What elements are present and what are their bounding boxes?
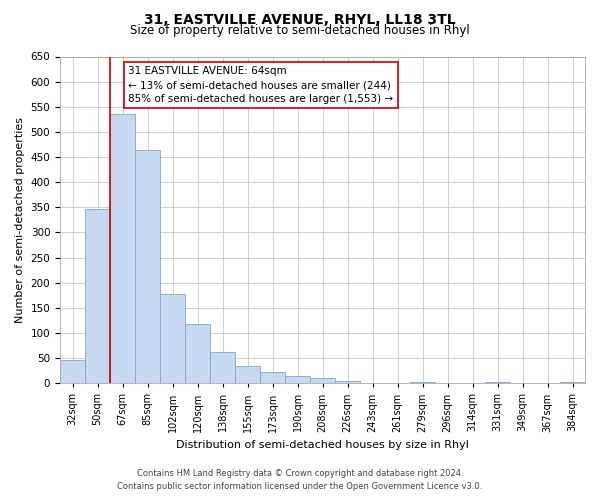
X-axis label: Distribution of semi-detached houses by size in Rhyl: Distribution of semi-detached houses by … bbox=[176, 440, 469, 450]
Bar bbox=[560, 382, 585, 384]
Bar bbox=[335, 381, 360, 384]
Bar bbox=[85, 209, 110, 384]
Bar bbox=[235, 366, 260, 384]
Bar bbox=[260, 372, 285, 384]
Bar bbox=[285, 376, 310, 384]
Text: 31, EASTVILLE AVENUE, RHYL, LL18 3TL: 31, EASTVILLE AVENUE, RHYL, LL18 3TL bbox=[144, 12, 456, 26]
Bar bbox=[110, 114, 135, 384]
Bar bbox=[485, 382, 510, 384]
Bar bbox=[185, 324, 210, 384]
Text: 31 EASTVILLE AVENUE: 64sqm
← 13% of semi-detached houses are smaller (244)
85% o: 31 EASTVILLE AVENUE: 64sqm ← 13% of semi… bbox=[128, 66, 394, 104]
Y-axis label: Number of semi-detached properties: Number of semi-detached properties bbox=[15, 117, 25, 323]
Text: Contains HM Land Registry data © Crown copyright and database right 2024.
Contai: Contains HM Land Registry data © Crown c… bbox=[118, 470, 482, 491]
Bar bbox=[210, 352, 235, 384]
Text: Size of property relative to semi-detached houses in Rhyl: Size of property relative to semi-detach… bbox=[130, 24, 470, 37]
Bar bbox=[410, 382, 435, 384]
Bar bbox=[160, 294, 185, 384]
Bar bbox=[60, 360, 85, 384]
Bar bbox=[135, 150, 160, 384]
Bar bbox=[310, 378, 335, 384]
